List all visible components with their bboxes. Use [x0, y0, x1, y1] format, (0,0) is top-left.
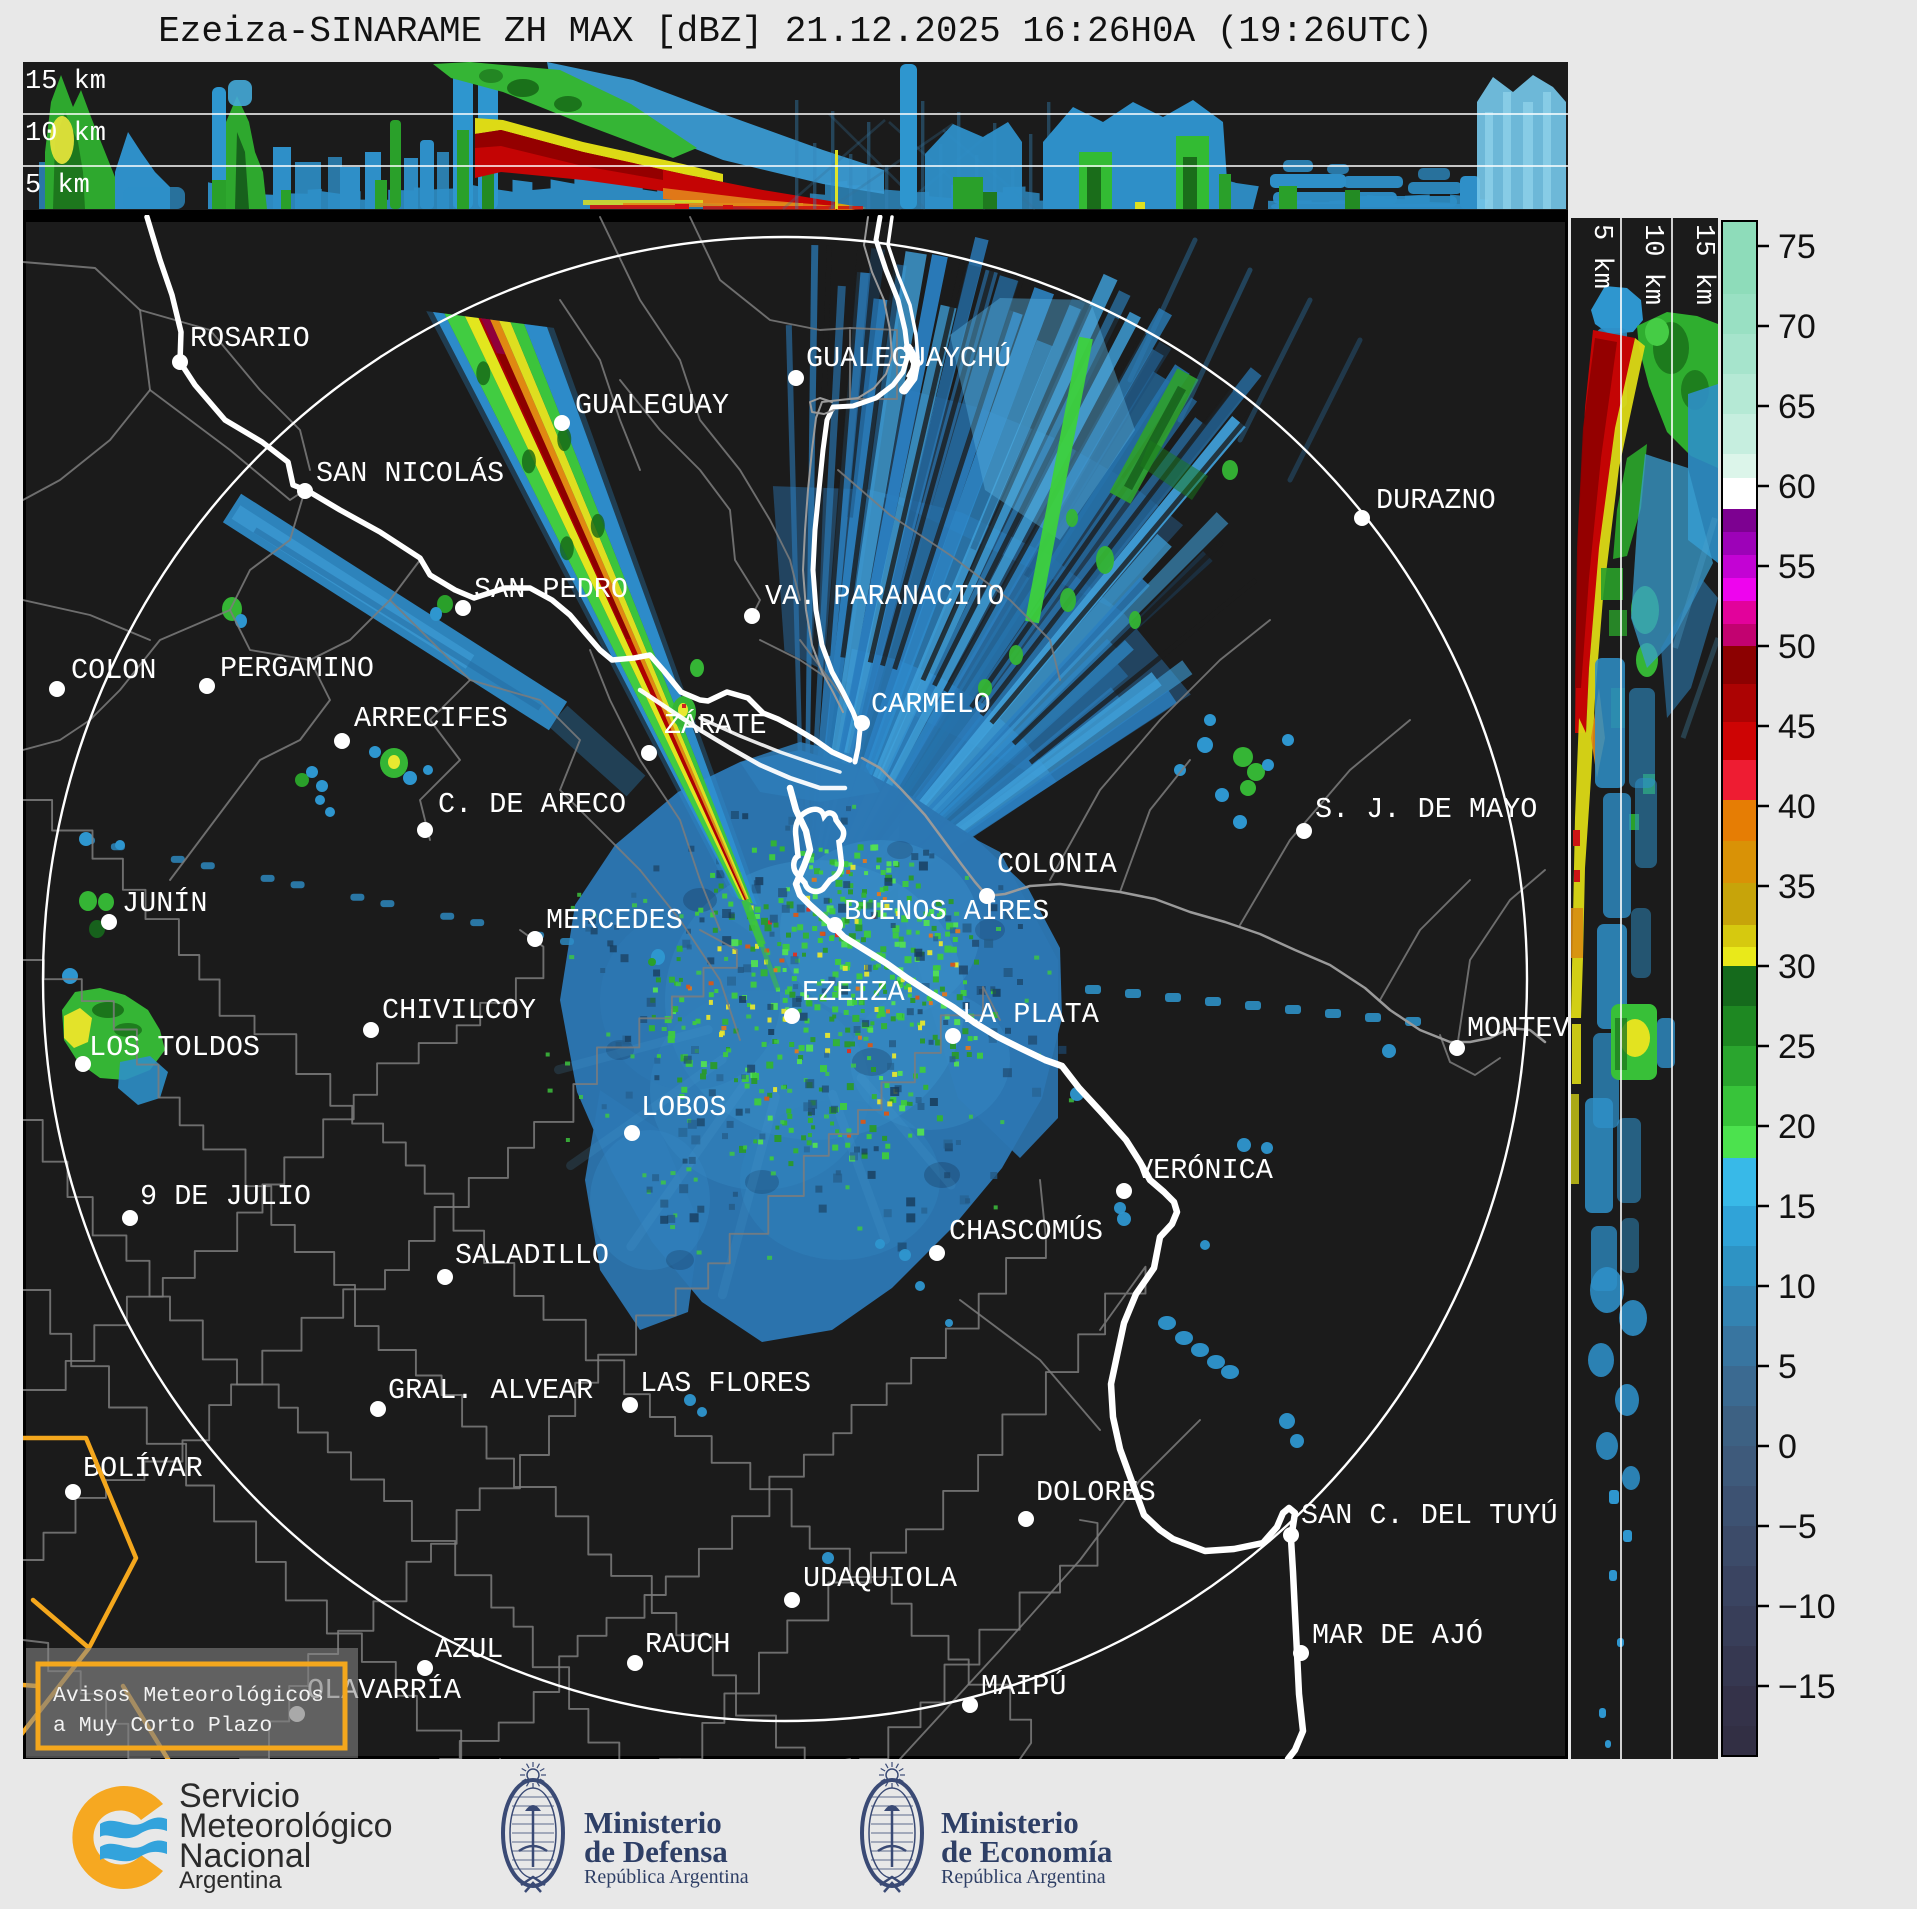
- svg-text:COLONIA: COLONIA: [997, 848, 1118, 881]
- svg-text:15 km: 15 km: [25, 67, 106, 97]
- svg-text:COLON: COLON: [71, 654, 157, 687]
- svg-text:ROSARIO: ROSARIO: [190, 322, 310, 355]
- svg-text:−5: −5: [1778, 1508, 1817, 1546]
- svg-text:VA. PARANACITO: VA. PARANACITO: [765, 580, 1004, 613]
- svg-text:Argentina: Argentina: [179, 1867, 282, 1894]
- svg-text:DURAZNO: DURAZNO: [1376, 484, 1496, 517]
- svg-text:50: 50: [1778, 628, 1816, 666]
- svg-text:SAN PEDRO: SAN PEDRO: [474, 573, 628, 606]
- svg-text:Servicio: Servicio: [179, 1777, 300, 1815]
- svg-text:ARRECIFES: ARRECIFES: [354, 702, 508, 735]
- svg-text:República Argentina: República Argentina: [584, 1866, 749, 1888]
- svg-text:GUALEGUAY: GUALEGUAY: [575, 389, 729, 422]
- svg-text:SAN C. DEL TUYÚ: SAN C. DEL TUYÚ: [1301, 1499, 1558, 1532]
- svg-text:35: 35: [1778, 868, 1816, 906]
- svg-text:Ministerio: Ministerio: [941, 1805, 1079, 1840]
- svg-text:GRAL. ALVEAR: GRAL. ALVEAR: [388, 1374, 593, 1407]
- svg-text:LOS TOLDOS: LOS TOLDOS: [89, 1031, 260, 1064]
- svg-text:RAUCH: RAUCH: [645, 1628, 731, 1661]
- svg-text:SAN NICOLÁS: SAN NICOLÁS: [316, 457, 504, 490]
- svg-text:BUENOS AIRES: BUENOS AIRES: [844, 895, 1049, 928]
- svg-text:C. DE ARECO: C. DE ARECO: [438, 788, 626, 821]
- svg-text:ZÁRATE: ZÁRATE: [664, 709, 767, 742]
- svg-text:5 km: 5 km: [1586, 224, 1616, 289]
- svg-text:PERGAMINO: PERGAMINO: [220, 652, 374, 685]
- svg-text:VERÓNICA: VERÓNICA: [1136, 1154, 1274, 1187]
- svg-text:70: 70: [1778, 308, 1816, 346]
- svg-text:65: 65: [1778, 388, 1816, 426]
- svg-text:LAS FLORES: LAS FLORES: [640, 1367, 811, 1400]
- svg-text:de Economía: de Economía: [941, 1834, 1113, 1869]
- svg-text:10 km: 10 km: [25, 119, 106, 149]
- svg-text:45: 45: [1778, 708, 1816, 746]
- svg-text:60: 60: [1778, 468, 1816, 506]
- svg-text:LOBOS: LOBOS: [641, 1091, 727, 1124]
- svg-text:5: 5: [1778, 1348, 1797, 1386]
- svg-text:a Muy Corto Plazo: a Muy Corto Plazo: [53, 1714, 272, 1738]
- svg-text:CHASCOMÚS: CHASCOMÚS: [949, 1215, 1103, 1248]
- svg-text:10 km: 10 km: [1637, 224, 1667, 305]
- svg-text:9 DE JULIO: 9 DE JULIO: [140, 1180, 311, 1213]
- svg-text:40: 40: [1778, 788, 1816, 826]
- svg-text:25: 25: [1778, 1028, 1816, 1066]
- svg-text:Avisos Meteorológicos: Avisos Meteorológicos: [53, 1684, 324, 1708]
- svg-text:75: 75: [1778, 228, 1816, 266]
- svg-text:República Argentina: República Argentina: [941, 1866, 1106, 1888]
- svg-text:S. J. DE MAYO: S. J. DE MAYO: [1315, 793, 1537, 826]
- svg-text:LA PLATA: LA PLATA: [962, 998, 1100, 1031]
- svg-text:UDAQUIOLA: UDAQUIOLA: [803, 1562, 958, 1595]
- svg-text:MAIPÚ: MAIPÚ: [981, 1670, 1067, 1703]
- svg-text:MAR DE AJÓ: MAR DE AJÓ: [1312, 1619, 1483, 1652]
- svg-text:−15: −15: [1778, 1668, 1836, 1706]
- svg-text:MONTEVIDEO: MONTEVIDEO: [1467, 1012, 1568, 1045]
- svg-text:EZEIZA: EZEIZA: [802, 976, 906, 1009]
- svg-text:0: 0: [1778, 1428, 1797, 1466]
- svg-text:CHIVILCOY: CHIVILCOY: [382, 994, 536, 1027]
- svg-text:30: 30: [1778, 948, 1816, 986]
- svg-text:SALADILLO: SALADILLO: [455, 1239, 609, 1272]
- svg-text:15 km: 15 km: [1688, 224, 1718, 305]
- svg-text:GUALEGUAYCHÚ: GUALEGUAYCHÚ: [806, 342, 1011, 375]
- svg-text:MERCEDES: MERCEDES: [546, 904, 683, 937]
- svg-text:de Defensa: de Defensa: [584, 1834, 728, 1869]
- svg-text:DOLORES: DOLORES: [1036, 1476, 1156, 1509]
- svg-text:Nacional: Nacional: [179, 1837, 311, 1875]
- svg-text:5 km: 5 km: [25, 171, 90, 201]
- svg-text:Meteorológico: Meteorológico: [179, 1807, 393, 1845]
- svg-text:55: 55: [1778, 548, 1816, 586]
- svg-text:Ministerio: Ministerio: [584, 1805, 722, 1840]
- svg-text:15: 15: [1778, 1188, 1816, 1226]
- svg-text:10: 10: [1778, 1268, 1816, 1306]
- svg-text:CARMELO: CARMELO: [871, 688, 991, 721]
- svg-text:−10: −10: [1778, 1588, 1836, 1626]
- svg-text:20: 20: [1778, 1108, 1816, 1146]
- svg-text:JUNÍN: JUNÍN: [122, 887, 208, 920]
- svg-text:AZUL: AZUL: [435, 1633, 503, 1666]
